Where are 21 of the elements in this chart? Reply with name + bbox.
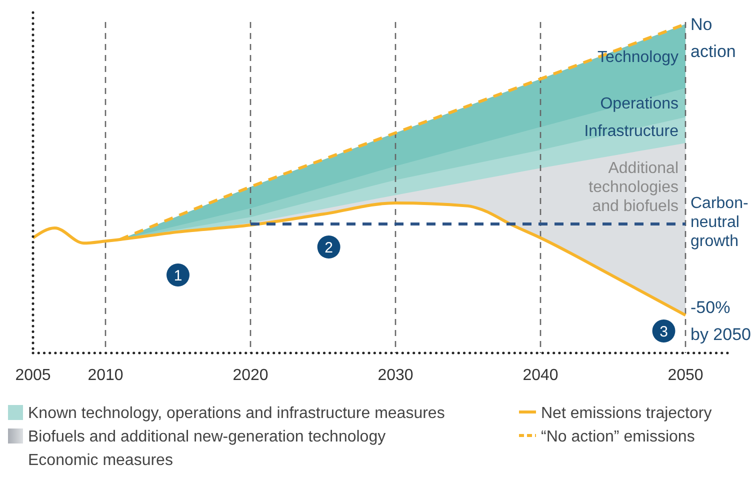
text: Biofuels and additional new-generation technology [28,428,386,446]
series-label: Infrastructure [584,123,679,140]
annotation: 2 [324,240,333,257]
annotation: No action [690,15,736,61]
text: Economic measures [28,452,173,469]
x-tick-label: 2050 [668,367,704,384]
x-tick-label: 2040 [522,367,558,384]
x-tick-label: 2005 [15,367,51,384]
legend-label: Net emissions trajectory [541,405,712,422]
series-label: Additional technologies and biofuels [588,160,678,216]
text: Known technology, operations and infrastructure measures [28,405,445,422]
annotation: 1 [174,268,182,285]
x-tick-label: 2010 [88,367,124,384]
series-label: Operations [600,96,678,113]
x-tick-label: 2020 [232,367,268,384]
series-label: Technology [598,49,678,66]
x-tick-label: 2030 [378,367,414,384]
annotation: -50% by 2050 [690,298,751,344]
series-label: Carbon-neutral growth [690,195,748,250]
legend-label: “No action” emissions [541,428,695,446]
annotation: 3 [660,323,668,340]
